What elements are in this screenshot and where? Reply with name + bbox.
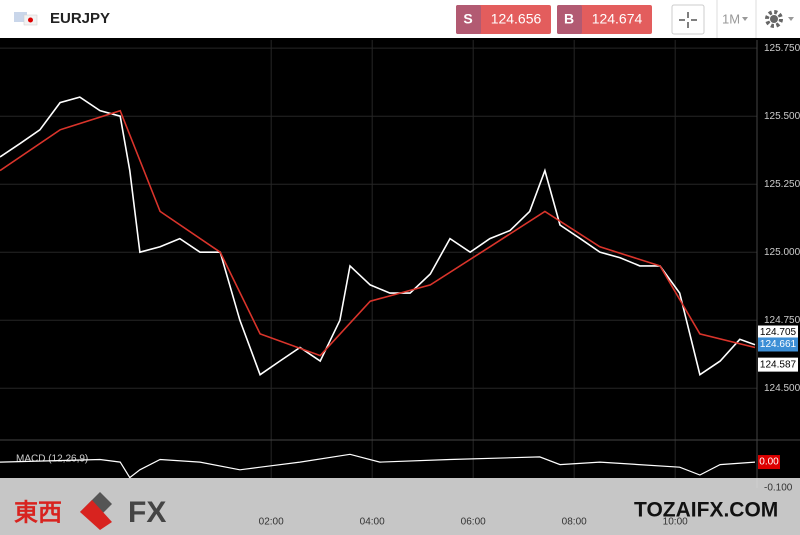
y-tick-label: 124.750 <box>764 315 800 326</box>
settings-button[interactable] <box>765 10 794 28</box>
gear-icon <box>765 10 783 28</box>
y-tick-label: 124.500 <box>764 383 800 394</box>
symbol: EURJPY <box>50 10 110 27</box>
logo-mark <box>80 500 112 530</box>
logo-fx: FX <box>128 496 166 529</box>
dropdown-arrow <box>788 17 794 21</box>
buy-label: B <box>564 11 574 27</box>
x-tick-label: 08:00 <box>562 517 587 528</box>
price-line <box>0 96 756 377</box>
price-tag <box>758 357 798 372</box>
price-tag-label: 124.705 <box>760 327 797 338</box>
header <box>0 0 800 38</box>
buy-button[interactable]: B 124.674 <box>557 5 652 34</box>
crosshair-button[interactable] <box>671 4 705 35</box>
sell-button[interactable]: S 124.656 <box>456 5 551 34</box>
y-tick-label: 125.000 <box>764 247 800 258</box>
x-tick-label: 02:00 <box>259 517 284 528</box>
gear-hub <box>770 15 778 23</box>
price-tag-label: 124.587 <box>760 359 797 370</box>
price-line <box>0 109 756 357</box>
flag-eu <box>14 12 27 22</box>
plot: 124.500 124.750 125.000 125.250 125.500 125.7… <box>0 40 800 488</box>
flag-jp-dot <box>28 17 33 23</box>
x-tick-label: 04:00 <box>360 517 385 528</box>
dropdown-arrow <box>742 17 748 21</box>
buy-price: 124.674 <box>592 11 643 27</box>
x-tick-label: 06:00 <box>461 517 486 528</box>
indicator-title: MACD (12,26,9) <box>16 454 88 465</box>
sell-label: S <box>463 11 472 27</box>
sell-price: 124.656 <box>491 11 542 27</box>
sell-tag <box>456 5 481 34</box>
value-tag <box>758 455 780 470</box>
logo-cjk: 東西 <box>14 499 62 526</box>
y-tick-label: 125.500 <box>764 111 800 122</box>
footer <box>0 478 800 535</box>
buy-tag <box>557 5 582 34</box>
timeframe-button[interactable]: 1M <box>722 11 748 26</box>
y-tick-label: 125.250 <box>764 179 800 190</box>
y-tick-label: -0.100 <box>764 483 793 494</box>
price-tag <box>758 337 798 352</box>
x-tick-label: 10:00 <box>663 517 688 528</box>
price-tag-label: 124.661 <box>760 339 797 350</box>
price-tag <box>758 325 798 340</box>
y-tick-label: 125.750 <box>764 43 800 54</box>
value-tag-label: 0.00 <box>759 457 779 468</box>
crosshair-icon <box>679 12 697 28</box>
price-line <box>0 453 756 479</box>
crosshair-box <box>671 4 705 35</box>
site-name: TOZAIFX.COM <box>634 499 778 522</box>
timeframe: 1M <box>722 11 740 26</box>
